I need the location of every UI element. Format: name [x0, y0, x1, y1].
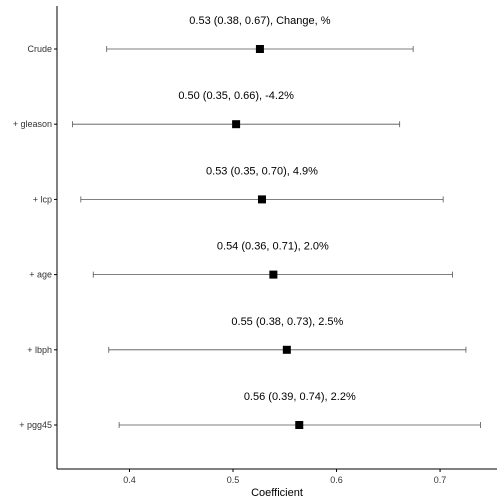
row-annotation: 0.50 (0.35, 0.66), -4.2% [178, 90, 294, 102]
point-estimate [232, 120, 241, 129]
forest-row: + age 0.54 (0.36, 0.71), 2.0% [29, 241, 453, 280]
row-annotation: 0.56 (0.39, 0.74), 2.2% [244, 391, 356, 403]
y-tick-label: + age [29, 270, 52, 280]
point-estimate [295, 421, 304, 429]
forest-row: + pgg45 0.56 (0.39, 0.74), 2.2% [19, 391, 481, 430]
row-annotation: 0.53 (0.35, 0.70), 4.9% [206, 165, 318, 177]
x-tick-label: 0.5 [227, 475, 240, 485]
point-estimate [257, 195, 266, 204]
y-tick-label: + gleason [13, 119, 52, 129]
y-tick-label: Crude [27, 44, 52, 54]
row-annotation: 0.54 (0.36, 0.71), 2.0% [217, 241, 329, 253]
point-estimate [269, 270, 278, 279]
plot-area: Crude 0.53 (0.38, 0.67), Change, % + gleas… [13, 6, 497, 485]
forest-row: + lbph 0.55 (0.38, 0.73), 2.5% [27, 316, 467, 355]
x-tick-label: 0.6 [330, 475, 343, 485]
forest-row: + lcp 0.53 (0.35, 0.70), 4.9% [33, 165, 444, 204]
point-estimate [282, 345, 291, 354]
y-tick-label: + pgg45 [19, 420, 52, 430]
forest-row: + gleason 0.50 (0.35, 0.66), -4.2% [13, 90, 401, 129]
point-estimate [255, 45, 264, 53]
x-axis-title: Coefficient [251, 487, 303, 499]
row-annotation: 0.53 (0.38, 0.67), Change, % [189, 15, 330, 27]
y-tick-label: + lcp [33, 194, 52, 204]
row-annotation: 0.55 (0.38, 0.73), 2.5% [231, 316, 343, 328]
x-tick-label: 0.4 [123, 475, 136, 485]
y-tick-label: + lbph [27, 345, 52, 355]
x-tick-label: 0.7 [434, 475, 447, 485]
forest-row: Crude 0.53 (0.38, 0.67), Change, % [27, 15, 414, 54]
x-axis-ticks: 0.4 0.5 0.6 0.7 [123, 469, 446, 485]
forest-rows: Crude 0.53 (0.38, 0.67), Change, % + gleas… [13, 15, 481, 430]
